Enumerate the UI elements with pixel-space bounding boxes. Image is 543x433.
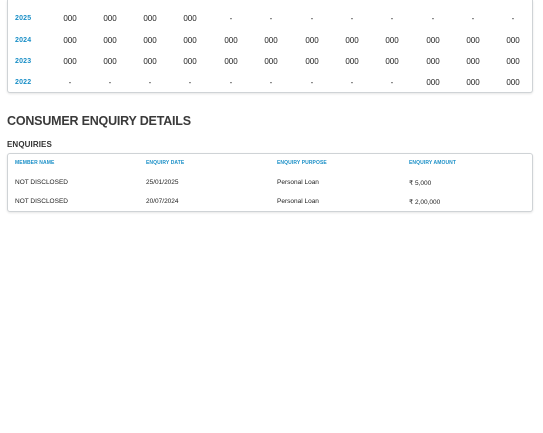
history-cell: 000 [506, 78, 520, 87]
enquiries-table: MEMBER NAME ENQUIRY DATE ENQUIRY PURPOSE… [7, 153, 533, 212]
history-cell: 000 [345, 57, 359, 66]
payment-history-card: 2025 000 000 000 000 - - - - - - - - 202… [7, 0, 533, 93]
enquiry-purpose-cell: Personal Loan [277, 179, 319, 186]
history-cell: 000 [183, 36, 197, 45]
history-cell: - [431, 14, 435, 23]
history-cell: 000 [264, 57, 278, 66]
enquiry-purpose-cell: Personal Loan [277, 198, 319, 205]
history-cell: 000 [426, 78, 440, 87]
history-cell: 000 [183, 14, 197, 23]
history-row-2023: 2023 000 000 000 000 000 000 000 000 000… [8, 51, 532, 72]
history-cell: - [350, 14, 354, 23]
history-row-2022: 2022 - - - - - - - - - 000 000 000 [8, 72, 532, 93]
history-cell: 000 [506, 36, 520, 45]
history-cell: 000 [264, 36, 278, 45]
history-cell: 000 [305, 36, 319, 45]
history-row-2024: 2024 000 000 000 000 000 000 000 000 000… [8, 30, 532, 51]
history-cell: - [269, 78, 273, 87]
column-header-member-name: MEMBER NAME [15, 160, 55, 166]
history-cell: - [350, 78, 354, 87]
history-year: 2023 [15, 58, 32, 65]
history-cell: 000 [103, 36, 117, 45]
history-cell: - [390, 14, 394, 23]
history-cell: 000 [63, 36, 77, 45]
history-cell: 000 [183, 57, 197, 66]
history-cell: - [188, 78, 192, 87]
history-cell: - [471, 14, 475, 23]
history-cell: 000 [426, 57, 440, 66]
history-cell: 000 [345, 36, 359, 45]
history-cell: - [269, 14, 273, 23]
history-cell: - [229, 14, 233, 23]
enquiry-member-cell: NOT DISCLOSED [15, 179, 68, 186]
history-cell: 000 [224, 36, 238, 45]
enquiries-subtitle: ENQUIRIES [7, 140, 52, 149]
enquiry-member-cell: NOT DISCLOSED [15, 198, 68, 205]
history-cell: 000 [143, 14, 157, 23]
history-cell: 000 [385, 36, 399, 45]
history-row-2025: 2025 000 000 000 000 - - - - - - - - [8, 8, 532, 29]
history-cell: - [310, 14, 314, 23]
history-cell: 000 [385, 57, 399, 66]
history-cell: 000 [143, 36, 157, 45]
column-header-enquiry-purpose: ENQUIRY PURPOSE [277, 160, 327, 166]
history-cell: 000 [466, 57, 480, 66]
history-year: 2025 [15, 15, 32, 22]
history-cell: - [310, 78, 314, 87]
history-cell: - [390, 78, 394, 87]
column-header-enquiry-amount: ENQUIRY AMOUNT [409, 160, 457, 166]
history-cell: - [68, 78, 72, 87]
section-title: CONSUMER ENQUIRY DETAILS [7, 114, 191, 128]
history-cell: 000 [466, 36, 480, 45]
enquiry-date-cell: 20/07/2024 [146, 198, 179, 205]
enquiry-date-cell: 25/01/2025 [146, 179, 179, 186]
history-cell: - [511, 14, 515, 23]
history-year: 2024 [15, 37, 32, 44]
history-cell: 000 [466, 78, 480, 87]
history-cell: 000 [143, 57, 157, 66]
history-cell: 000 [305, 57, 319, 66]
enquiry-amount-cell: ₹ 2,00,000 [409, 199, 441, 206]
history-cell: 000 [103, 14, 117, 23]
history-cell: - [108, 78, 112, 87]
history-cell: - [148, 78, 152, 87]
history-cell: 000 [426, 36, 440, 45]
history-cell: 000 [63, 14, 77, 23]
history-cell: 000 [506, 57, 520, 66]
history-year: 2022 [15, 79, 32, 86]
history-cell: - [229, 78, 233, 87]
history-cell: 000 [103, 57, 117, 66]
history-cell: 000 [63, 57, 77, 66]
enquiry-amount-cell: ₹ 5,000 [409, 180, 432, 187]
column-header-enquiry-date: ENQUIRY DATE [146, 160, 185, 166]
history-cell: 000 [224, 57, 238, 66]
